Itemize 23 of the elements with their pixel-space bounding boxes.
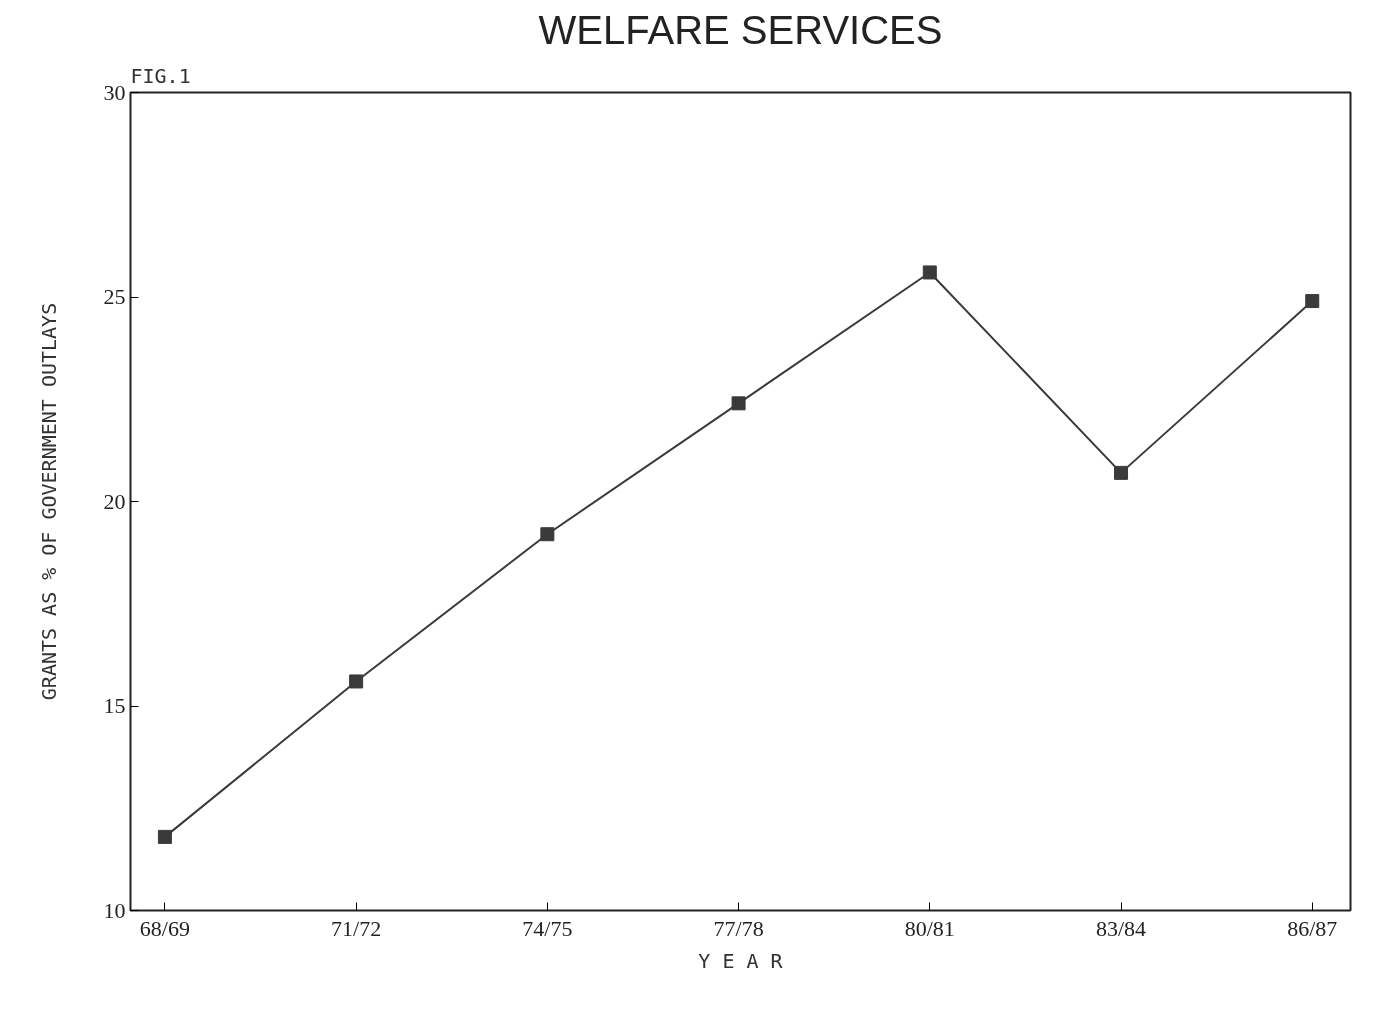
y-tick-label: 30 [103, 79, 126, 105]
point [540, 527, 555, 542]
x-tick-label: 83/84 [1095, 915, 1147, 941]
point [731, 396, 746, 411]
y-tick-label: 15 [103, 693, 126, 718]
x-tick-label: 74/75 [522, 915, 573, 941]
y-tick-label: 20 [103, 488, 126, 514]
point [157, 829, 172, 844]
point [1114, 465, 1129, 480]
x-tick-label: 80/81 [904, 915, 955, 941]
chart-title: WELFARE SERVICES [538, 7, 943, 52]
x-tick-label: 77/78 [713, 915, 764, 941]
y-tick-label: 25 [103, 284, 126, 309]
x-tick-label: 68/69 [139, 915, 190, 941]
y-axis-title: GRANTS AS % OF GOVERNMENT OUTLAYS [36, 302, 61, 701]
point [922, 265, 937, 280]
y-tick-label: 10 [103, 897, 126, 923]
point [1305, 294, 1320, 309]
point [349, 674, 364, 689]
x-tick-label: 86/87 [1287, 915, 1338, 941]
caption: FIG.1 [130, 63, 191, 88]
x-tick-label: 71/72 [331, 915, 382, 941]
x-axis-title: Y E A R [698, 948, 784, 973]
